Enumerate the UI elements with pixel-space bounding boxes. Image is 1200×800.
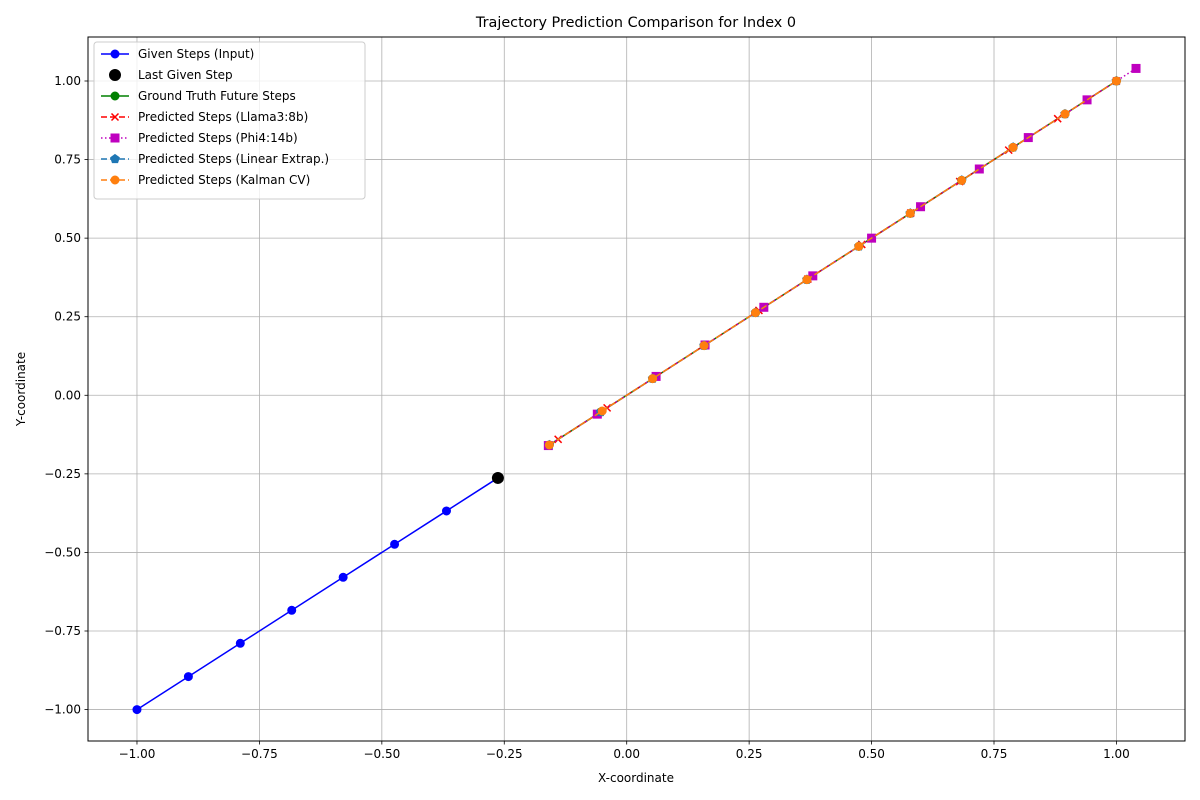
y-axis-ticks: −1.00 −0.75 −0.50 −0.25 0.00 0.25 0.50 0.75 1.00 <box>44 74 88 717</box>
legend-label: Last Given Step <box>138 68 233 82</box>
legend-label: Predicted Steps (Linear Extrap.) <box>138 152 329 166</box>
legend-marker <box>110 91 120 101</box>
legend-marker <box>110 153 120 164</box>
data-point <box>1060 109 1070 119</box>
x-tick-label: 1.00 <box>1103 747 1130 761</box>
data-point <box>132 705 142 715</box>
legend-marker <box>109 69 121 81</box>
y-axis-label: Y-coordinate <box>14 352 28 427</box>
y-tick-label: 0.25 <box>54 310 81 324</box>
y-tick-label: 0.00 <box>54 388 81 402</box>
data-point <box>491 471 504 484</box>
y-tick-label: −1.00 <box>44 703 81 717</box>
legend-label: Given Steps (Input) <box>138 47 254 61</box>
data-point <box>390 539 400 549</box>
data-point <box>751 308 761 318</box>
legend-item: Given Steps (Input) <box>101 47 254 61</box>
data-point <box>1131 63 1141 73</box>
legend-item: Predicted Steps (Phi4:14b) <box>101 131 298 145</box>
series-line <box>136 477 499 711</box>
y-tick-label: −0.75 <box>44 624 81 638</box>
x-tick-label: −1.00 <box>119 747 156 761</box>
data-point <box>235 638 245 648</box>
legend-marker <box>110 112 120 122</box>
plot-frame <box>87 36 1186 742</box>
legend-item: Last Given Step <box>109 68 233 82</box>
x-axis-label: X-coordinate <box>598 771 674 785</box>
legend-label: Predicted Steps (Phi4:14b) <box>138 131 298 145</box>
data-point <box>854 241 864 251</box>
data-point <box>957 175 967 185</box>
x-tick-label: −0.75 <box>241 747 278 761</box>
x-tick-label: −0.25 <box>486 747 523 761</box>
legend-label: Predicted Steps (Llama3:8b) <box>138 110 308 124</box>
series-1 <box>491 471 504 484</box>
series-layer <box>132 63 1141 715</box>
legend-label: Ground Truth Future Steps <box>138 89 296 103</box>
series-6 <box>544 76 1121 450</box>
y-tick-label: −0.25 <box>44 467 81 481</box>
legend-marker <box>110 133 120 143</box>
data-point <box>287 605 297 615</box>
x-tick-label: −0.50 <box>363 747 400 761</box>
y-tick-label: 1.00 <box>54 74 81 88</box>
data-point <box>905 208 915 218</box>
chart-title: Trajectory Prediction Comparison for Ind… <box>475 15 796 31</box>
legend-frame <box>93 41 366 200</box>
y-tick-label: 0.50 <box>54 231 81 245</box>
y-tick-label: −0.50 <box>44 545 81 559</box>
grid-lines <box>88 37 1185 741</box>
data-point <box>648 374 658 384</box>
data-point <box>441 506 451 516</box>
data-point <box>1008 142 1018 152</box>
data-point <box>1111 76 1121 86</box>
data-point <box>974 164 984 174</box>
x-tick-label: 0.25 <box>736 747 763 761</box>
x-tick-label: 0.75 <box>981 747 1008 761</box>
legend-item: Ground Truth Future Steps <box>101 89 296 103</box>
data-point <box>183 672 193 682</box>
legend: Given Steps (Input) Last Given Step Ground… <box>93 41 366 200</box>
x-tick-label: 0.50 <box>858 747 885 761</box>
x-tick-label: 0.00 <box>613 747 640 761</box>
legend-item: Predicted Steps (Llama3:8b) <box>101 110 308 124</box>
data-point <box>699 341 709 351</box>
legend-label: Predicted Steps (Kalman CV) <box>138 173 310 187</box>
legend-item: Predicted Steps (Linear Extrap.) <box>101 152 329 166</box>
legend-marker <box>110 175 120 185</box>
data-point <box>338 572 348 582</box>
x-axis-ticks: −1.00 −0.75 −0.50 −0.25 0.00 0.25 0.50 0.75 1.00 <box>119 741 1130 761</box>
legend-item: Predicted Steps (Kalman CV) <box>101 173 310 187</box>
data-point <box>544 440 554 450</box>
data-point <box>1082 95 1092 105</box>
data-point <box>597 406 607 416</box>
series-line <box>548 80 1117 446</box>
y-tick-label: 0.75 <box>54 153 81 167</box>
legend-marker <box>110 49 120 59</box>
data-point <box>802 275 812 285</box>
